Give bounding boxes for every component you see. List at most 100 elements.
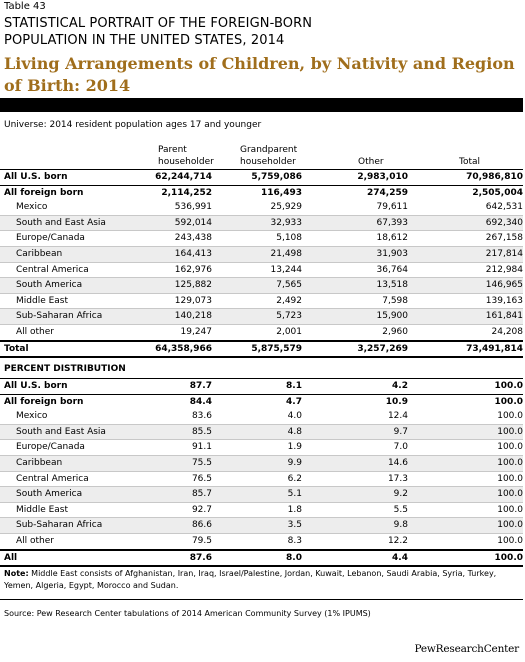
- super-title: STATISTICAL PORTRAIT OF THE FOREIGN-BORN…: [4, 15, 312, 49]
- other-cell: 15,900: [302, 308, 408, 325]
- grandparent-cell: 9.9: [212, 455, 302, 472]
- row-label: South America: [0, 277, 140, 294]
- parent-cell: 164,413: [140, 246, 212, 263]
- table-row: Mexico 83.6 4.0 12.4 100.0: [0, 409, 523, 425]
- total-cell: 267,158: [408, 230, 523, 247]
- other-cell: 2,960: [302, 324, 408, 342]
- row-label: Total: [0, 339, 140, 359]
- other-cell: 9.7: [302, 424, 408, 441]
- grandparent-cell: 4.8: [212, 424, 302, 441]
- parent-cell: 83.6: [140, 409, 212, 425]
- grandparent-cell: 3.5: [212, 517, 302, 534]
- row-label: Middle East: [0, 502, 140, 519]
- table-row: South America 125,882 7,565 13,518 146,965: [0, 277, 523, 294]
- grandparent-cell: 13,244: [212, 262, 302, 279]
- table-row: Central America 76.5 6.2 17.3 100.0: [0, 471, 523, 488]
- table-row: Sub-Saharan Africa 86.6 3.5 9.8 100.0: [0, 517, 523, 534]
- table-row: South and East Asia 85.5 4.8 9.7 100.0: [0, 424, 523, 441]
- other-cell: 7,598: [302, 293, 408, 310]
- row-label: Sub-Saharan Africa: [0, 308, 140, 325]
- grandparent-cell: 5,875,579: [212, 339, 302, 359]
- grandparent-cell: 5.1: [212, 486, 302, 503]
- total-cell: 100.0: [408, 393, 523, 410]
- row-label: Sub-Saharan Africa: [0, 517, 140, 534]
- total-cell: 100.0: [408, 439, 523, 456]
- table-row: All 87.6 8.0 4.4 100.0: [0, 548, 523, 568]
- row-label: All U.S. born: [0, 378, 140, 395]
- pew-logo-wordmark: PewResearchCenter: [414, 643, 519, 655]
- other-cell: 31,903: [302, 246, 408, 263]
- table-row: All U.S. born 87.7 8.1 4.2 100.0: [0, 378, 523, 395]
- total-cell: 73,491,814: [408, 339, 523, 359]
- parent-cell: 85.7: [140, 486, 212, 503]
- table-row: All U.S. born 62,244,714 5,759,086 2,983,01…: [0, 169, 523, 186]
- other-cell: 67,393: [302, 215, 408, 232]
- row-label: Middle East: [0, 293, 140, 310]
- other-cell: 9.8: [302, 517, 408, 534]
- total-cell: 161,841: [408, 308, 523, 325]
- table-note: Note: Middle East consists of Afghanista…: [4, 568, 522, 592]
- note-text: Middle East consists of Afghanistan, Ira…: [4, 569, 497, 590]
- other-cell: 79,611: [302, 200, 408, 216]
- column-header-parent: Parent householder: [158, 145, 214, 167]
- table-row: Caribbean 75.5 9.9 14.6 100.0: [0, 455, 523, 472]
- table-row: All other 79.5 8.3 12.2 100.0: [0, 533, 523, 551]
- total-cell: 692,340: [408, 215, 523, 232]
- parent-cell: 79.5: [140, 533, 212, 551]
- other-cell: 5.5: [302, 502, 408, 519]
- grandparent-cell: 5,759,086: [212, 169, 302, 186]
- row-label: All foreign born: [0, 393, 140, 410]
- source-text: Source: Pew Research Center tabulations …: [4, 609, 371, 618]
- total-cell: 100.0: [408, 517, 523, 534]
- table-row: Europe/Canada 243,438 5,108 18,612 267,158: [0, 230, 523, 247]
- total-cell: 217,814: [408, 246, 523, 263]
- total-cell: 100.0: [408, 486, 523, 503]
- other-cell: 2,983,010: [302, 169, 408, 186]
- grandparent-cell: 7,565: [212, 277, 302, 294]
- super-title-line-2: POPULATION IN THE UNITED STATES, 2014: [4, 33, 285, 48]
- other-cell: 274,259: [302, 184, 408, 201]
- total-cell: 100.0: [408, 378, 523, 395]
- parent-cell: 536,991: [140, 200, 212, 216]
- parent-cell: 19,247: [140, 324, 212, 342]
- other-cell: 3,257,269: [302, 339, 408, 359]
- parent-cell: 91.1: [140, 439, 212, 456]
- row-label: All other: [0, 533, 140, 551]
- table-row: Total 64,358,966 5,875,579 3,257,269 73,491,…: [0, 339, 523, 359]
- other-cell: 4.2: [302, 378, 408, 395]
- parent-cell: 75.5: [140, 455, 212, 472]
- other-cell: 12.2: [302, 533, 408, 551]
- table-row: Central America 162,976 13,244 36,764 212,98…: [0, 262, 523, 279]
- table-row: South and East Asia 592,014 32,933 67,393 69…: [0, 215, 523, 232]
- total-cell: 2,505,004: [408, 184, 523, 201]
- grandparent-cell: 25,929: [212, 200, 302, 216]
- other-cell: 36,764: [302, 262, 408, 279]
- grandparent-cell: 8.0: [212, 548, 302, 568]
- other-cell: 7.0: [302, 439, 408, 456]
- parent-cell: 87.7: [140, 378, 212, 395]
- row-label: Central America: [0, 262, 140, 279]
- other-cell: 12.4: [302, 409, 408, 425]
- parent-cell: 243,438: [140, 230, 212, 247]
- row-label: South and East Asia: [0, 215, 140, 232]
- parent-cell: 62,244,714: [140, 169, 212, 186]
- parent-cell: 592,014: [140, 215, 212, 232]
- grandparent-cell: 4.7: [212, 393, 302, 410]
- total-cell: 642,531: [408, 200, 523, 216]
- parent-cell: 129,073: [140, 293, 212, 310]
- page-title: Living Arrangements of Children, by Nati…: [4, 54, 515, 95]
- column-header-grandparent: Grandparent householder: [240, 145, 298, 167]
- column-header-total: Total: [459, 157, 481, 167]
- total-cell: 139,163: [408, 293, 523, 310]
- row-label: Caribbean: [0, 246, 140, 263]
- super-title-line-1: STATISTICAL PORTRAIT OF THE FOREIGN-BORN: [4, 16, 313, 31]
- percent-table: All U.S. born 87.7 8.1 4.2 100.0 All foreign …: [0, 378, 523, 568]
- total-cell: 70,986,810: [408, 169, 523, 186]
- source-divider: [0, 599, 523, 600]
- other-cell: 17.3: [302, 471, 408, 488]
- percent-distribution-heading: PERCENT DISTRIBUTION: [4, 364, 126, 374]
- total-cell: 100.0: [408, 502, 523, 519]
- other-cell: 10.9: [302, 393, 408, 410]
- parent-cell: 85.5: [140, 424, 212, 441]
- parent-cell: 76.5: [140, 471, 212, 488]
